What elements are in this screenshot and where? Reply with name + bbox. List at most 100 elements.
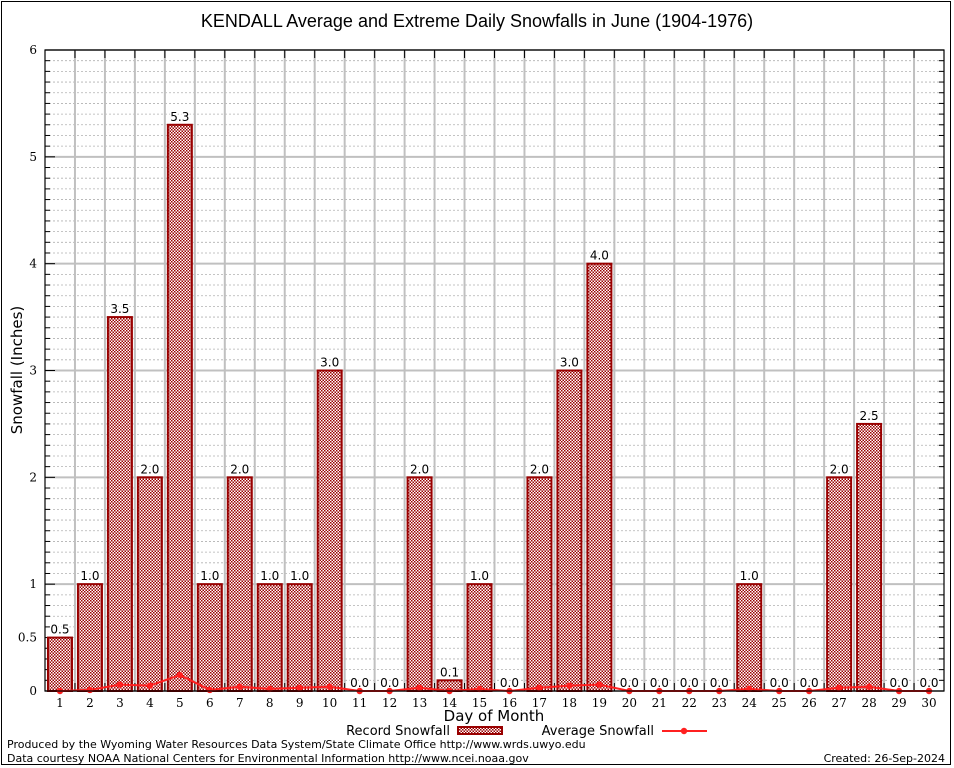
- bar-label-day-30: 0.0: [919, 676, 938, 690]
- bar-labels: 0.5 1.0 3.5 2.0 5.3 1.0 2.0 1.0 1.0 3.0 0.0 0.0 2.0 0…: [49, 108, 940, 691]
- bar-day-2: [76, 583, 103, 693]
- bar-label-day-12: 0.0: [380, 676, 399, 690]
- legend: Record Snowfall Average Snowfall: [346, 724, 707, 739]
- average-point-day-4: [146, 682, 154, 689]
- legend-label-record: Record Snowfall: [346, 724, 450, 739]
- bar-label-day-23: 0.0: [710, 676, 729, 690]
- average-point-day-10: [326, 683, 333, 690]
- x-tick-label: 23: [712, 696, 727, 710]
- bar-day-10: [316, 369, 343, 692]
- y-tick-label: 4: [29, 257, 37, 271]
- footer-created-date: Created: 26-Sep-2024: [823, 752, 945, 765]
- x-tick-label: 20: [622, 696, 637, 710]
- average-point-day-17: [536, 684, 543, 691]
- axes: [44, 49, 945, 692]
- bar-day-9: [286, 583, 313, 693]
- bar-label-day-1: 0.5: [50, 623, 69, 637]
- average-point-day-18: [566, 682, 573, 689]
- x-tick-label: 16: [502, 696, 517, 710]
- x-tick-label: 28: [861, 696, 876, 710]
- bar-day-5: [166, 123, 193, 693]
- bar-label-day-4: 2.0: [140, 462, 159, 476]
- x-tick-label: 29: [891, 696, 906, 710]
- y-tick-label: 3: [29, 364, 37, 378]
- x-tick-label: 30: [921, 696, 936, 710]
- bar-day-4: [136, 476, 163, 693]
- bar-label-day-28: 2.5: [860, 409, 879, 423]
- average-point-day-27: [835, 684, 843, 691]
- x-axis-label: Day of Month: [444, 707, 545, 725]
- x-tick-label: 19: [592, 696, 607, 710]
- x-tick-label: 3: [116, 696, 124, 710]
- x-tick-label: 26: [802, 696, 817, 710]
- chart-title: KENDALL Average and Extreme Daily Snowfa…: [201, 11, 753, 31]
- footer-data-courtesy: Data courtesy NOAA National Centers for …: [7, 752, 529, 765]
- bar-day-28: [856, 422, 883, 692]
- average-point-day-6: [206, 686, 214, 694]
- bar-label-day-2: 1.0: [80, 569, 99, 583]
- bar-day-6: [196, 583, 223, 693]
- y-tick-label: 5: [29, 150, 37, 164]
- y-tick-label: 1: [29, 577, 37, 591]
- x-tick-label: 2: [86, 696, 94, 710]
- bar-label-day-7: 2.0: [230, 462, 249, 476]
- y-axis-label: Snowfall (Inches): [8, 306, 26, 434]
- x-tick-label: 15: [472, 696, 487, 710]
- y-tick-label: 2: [29, 470, 37, 484]
- bar-label-day-6: 1.0: [200, 569, 219, 583]
- record-bars: [46, 123, 883, 693]
- x-tick-label: 13: [412, 696, 427, 710]
- average-point-day-3: [116, 681, 124, 688]
- x-tick-label: 8: [266, 696, 274, 710]
- bar-label-day-26: 0.0: [800, 676, 819, 690]
- bar-day-17: [526, 476, 553, 693]
- legend-label-average: Average Snowfall: [542, 724, 654, 739]
- bar-day-3: [106, 316, 133, 692]
- bar-label-day-14: 0.1: [440, 665, 459, 679]
- x-tick-label: 27: [831, 696, 846, 710]
- x-tick-label: 9: [296, 696, 304, 710]
- y-tick-labels: 0 1 2 3 4 5 6 0.5: [18, 43, 37, 698]
- bar-day-24: [736, 583, 763, 693]
- footer-produced-by: Produced by the Wyoming Water Resources …: [7, 738, 586, 751]
- bar-label-day-8: 1.0: [260, 569, 279, 583]
- average-point-day-9: [296, 684, 303, 691]
- bar-label-day-13: 2.0: [410, 462, 429, 476]
- average-point-day-19: [596, 681, 603, 688]
- plot-border: [44, 49, 945, 692]
- grid: [45, 49, 944, 692]
- x-tick-label: 10: [322, 696, 337, 710]
- y-tick-label-half: 0.5: [18, 631, 37, 645]
- bar-label-day-9: 1.0: [290, 569, 309, 583]
- x-tick-label: 11: [352, 696, 367, 710]
- bar-day-19: [586, 262, 613, 692]
- bar-day-18: [556, 369, 583, 692]
- bar-day-7: [226, 476, 253, 693]
- bar-label-day-18: 3.0: [560, 356, 579, 370]
- y-tick-label: 0: [29, 684, 37, 698]
- x-tick-label: 7: [236, 696, 244, 710]
- average-point-day-13: [416, 684, 423, 691]
- x-tick-label: 1: [56, 696, 64, 710]
- bar-day-8: [256, 583, 283, 693]
- x-tick-labels: 1 2 3 4 5 6 7 8 9 10 11 12 13 14 15 16 17 18 19 20 21 22 23 24 2…: [56, 696, 936, 710]
- average-point-day-7: [236, 683, 243, 690]
- bar-label-day-10: 3.0: [320, 356, 339, 370]
- average-point-day-28: [865, 683, 873, 690]
- bar-label-day-3: 3.5: [110, 302, 129, 316]
- x-tick-label: 22: [682, 696, 697, 710]
- x-tick-label: 5: [176, 696, 184, 710]
- average-point-day-5: [176, 671, 184, 679]
- bar-label-day-15: 1.0: [470, 569, 489, 583]
- legend-swatch-record: [457, 726, 503, 735]
- bar-label-day-17: 2.0: [530, 462, 549, 476]
- bar-day-13: [406, 476, 433, 693]
- bar-day-27: [826, 476, 853, 693]
- bar-label-day-21: 0.0: [650, 676, 669, 690]
- bar-label-day-20: 0.0: [620, 676, 639, 690]
- bar-label-day-25: 0.0: [770, 676, 789, 690]
- x-tick-label: 25: [772, 696, 787, 710]
- x-tick-label: 12: [382, 696, 397, 710]
- bar-label-day-29: 0.0: [890, 676, 909, 690]
